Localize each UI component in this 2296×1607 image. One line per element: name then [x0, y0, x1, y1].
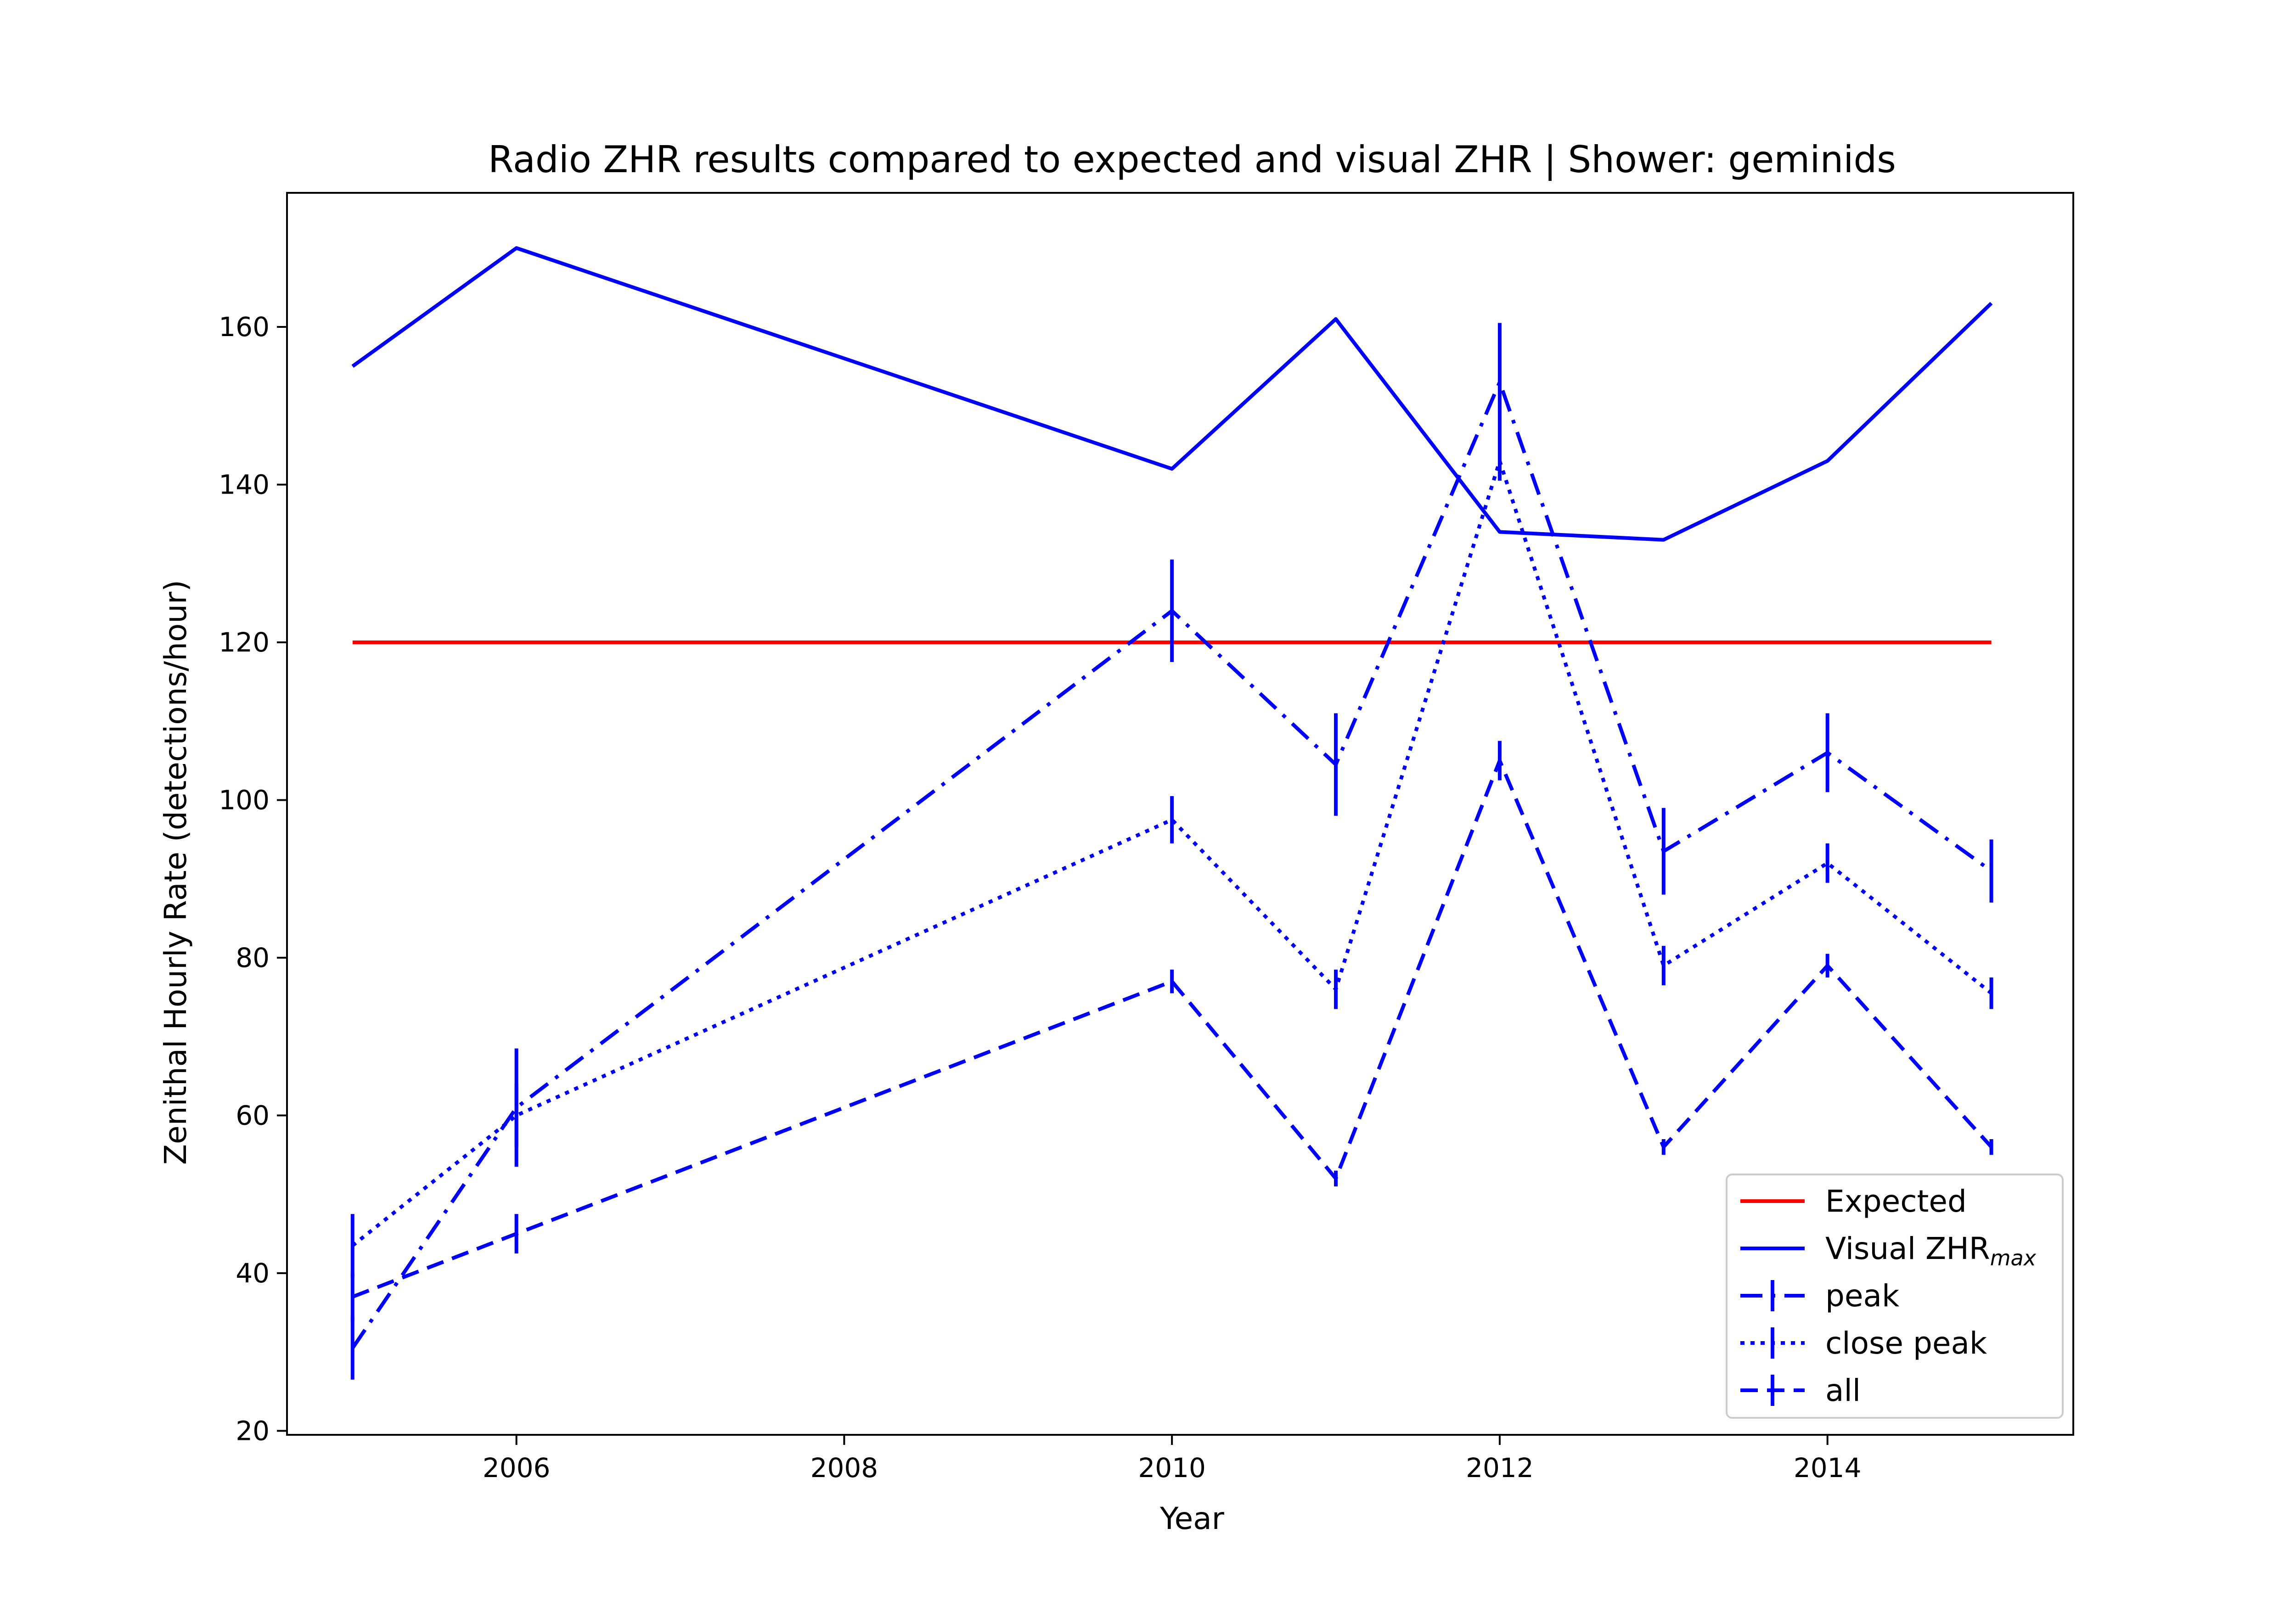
axes: 2006 2008 2010 2012 2014 20 40 60 80 100 120 140 160	[219, 192, 2074, 1483]
x-tick-label-1: 2008	[810, 1452, 878, 1483]
series-line-2	[351, 380, 1992, 1349]
x-tick-label-4: 2014	[1794, 1452, 1862, 1483]
plot-area	[350, 246, 1993, 1380]
legend-label-2: peak	[1825, 1278, 1900, 1314]
x-tick-label-3: 2012	[1466, 1452, 1534, 1483]
chart-title: Radio ZHR results compared to expected a…	[488, 138, 1896, 181]
y-tick-label-0: 20	[236, 1415, 270, 1446]
legend-label-subscript-1: max	[1990, 1246, 2037, 1270]
y-tick-label-5: 120	[219, 627, 270, 658]
legend-label-4: all	[1825, 1373, 1861, 1408]
y-tick-label-6: 140	[219, 469, 270, 500]
y-tick-label-2: 60	[236, 1100, 270, 1131]
series-line-4	[352, 759, 1993, 1299]
y-tick-label-3: 80	[236, 942, 270, 973]
x-axis-label: Year	[1159, 1501, 1225, 1536]
y-tick-label-4: 100	[219, 784, 270, 815]
series-line-1	[351, 246, 1993, 542]
legend-label-0: Expected	[1825, 1184, 1967, 1219]
y-tick-label-1: 40	[236, 1258, 270, 1289]
y-axis-label: Zenithal Hourly Rate (detections/hour)	[158, 580, 193, 1165]
legend-label-3: close peak	[1825, 1326, 1987, 1361]
axes-frame	[286, 192, 2074, 1436]
x-tick-label-0: 2006	[483, 1452, 551, 1483]
y-tick-label-7: 160	[219, 311, 270, 343]
x-tick-label-2: 2010	[1138, 1452, 1206, 1483]
legend-box	[1726, 1174, 2064, 1419]
